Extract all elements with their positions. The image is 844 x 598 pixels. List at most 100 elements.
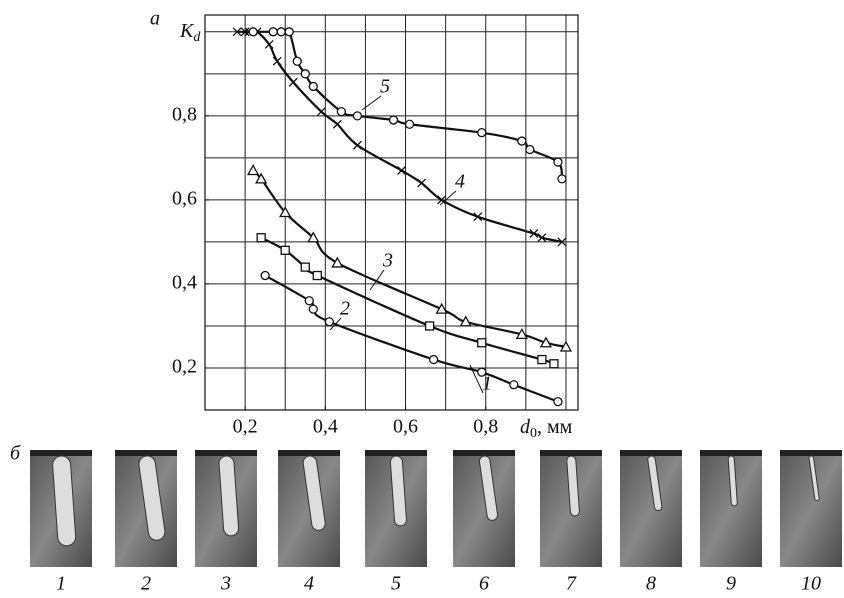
marker <box>549 359 559 369</box>
marker <box>300 69 310 79</box>
y-tick-label: 0,4 <box>172 272 197 294</box>
marker <box>437 195 447 205</box>
y-label-main: K <box>179 20 195 42</box>
label-leader <box>439 190 457 206</box>
photo-edge <box>700 450 762 456</box>
y-tick-label: 0,8 <box>172 103 197 125</box>
marker <box>284 27 294 37</box>
label-leader <box>469 364 484 394</box>
crater <box>302 455 326 531</box>
marker <box>331 256 344 268</box>
photo-label: 9 <box>726 573 736 595</box>
crater <box>389 455 407 527</box>
x-label-main: d <box>520 416 531 438</box>
x-label-sub: 0 <box>530 426 537 441</box>
marker <box>260 270 270 281</box>
x-tick-label: 0,4 <box>313 416 338 438</box>
marker <box>428 354 439 365</box>
marker <box>276 27 286 37</box>
marker <box>352 111 363 121</box>
marker <box>312 270 322 281</box>
photo-label: 7 <box>566 573 577 595</box>
y-tick-label: 0,2 <box>172 356 197 378</box>
photo-edge <box>195 450 257 456</box>
marker <box>539 336 553 348</box>
crater <box>808 455 820 502</box>
photo-label: 2 <box>141 573 151 595</box>
photo-edge <box>620 450 682 456</box>
marker <box>352 140 362 150</box>
marker <box>336 106 347 117</box>
marker <box>232 27 242 37</box>
crater <box>566 455 580 517</box>
marker <box>553 396 563 407</box>
marker <box>515 328 528 340</box>
photo-edge <box>780 450 842 456</box>
marker <box>459 315 472 327</box>
crater <box>52 455 77 547</box>
series-label: 1 <box>482 373 492 395</box>
marker <box>268 27 278 37</box>
marker <box>288 77 298 87</box>
crater <box>647 455 663 512</box>
panel-label: а <box>150 8 160 30</box>
series-label: 5 <box>380 76 390 98</box>
photo-label: 3 <box>220 573 231 595</box>
series-label: 2 <box>340 298 350 320</box>
marker <box>300 262 310 272</box>
marker <box>477 128 487 138</box>
marker <box>292 56 302 66</box>
marker <box>435 302 448 314</box>
photo-edge <box>453 450 515 456</box>
marker <box>477 338 487 348</box>
photo-edge <box>115 450 177 456</box>
marker <box>509 380 519 390</box>
marker <box>537 233 547 243</box>
photo-label: 1 <box>56 573 66 595</box>
marker <box>248 27 258 37</box>
marker <box>308 81 318 92</box>
y-axis-label: Kd <box>179 20 201 46</box>
marker <box>316 107 326 117</box>
x-label-unit: , мм <box>537 416 573 438</box>
photo-label: 5 <box>391 573 401 595</box>
photo-label: 10 <box>801 573 821 595</box>
marker <box>280 245 290 255</box>
marker <box>332 119 342 129</box>
crater <box>727 455 738 507</box>
marker <box>388 115 399 125</box>
marker <box>264 39 274 49</box>
plot-frame <box>204 14 579 411</box>
x-tick-label: 0,6 <box>393 416 418 438</box>
crater <box>138 455 166 541</box>
label-leader <box>361 95 382 111</box>
marker <box>553 157 563 167</box>
y-tick-label: 0,6 <box>172 187 197 209</box>
marker <box>537 354 547 365</box>
marker <box>307 231 320 243</box>
label-leader <box>329 317 342 331</box>
marker <box>517 136 527 146</box>
x-tick-label: 0,8 <box>473 416 498 438</box>
marker <box>559 340 573 352</box>
series-label: 3 <box>382 250 393 272</box>
photo-label: 6 <box>479 573 489 595</box>
label-leader <box>369 269 385 291</box>
marker <box>247 164 260 176</box>
panel-label: б <box>10 443 21 465</box>
crater <box>218 455 240 537</box>
marker <box>304 296 314 306</box>
series-line <box>253 28 564 180</box>
marker <box>557 237 567 247</box>
photo-edge <box>278 450 340 456</box>
marker <box>397 166 406 175</box>
marker <box>557 174 567 184</box>
marker <box>240 27 250 37</box>
series-label: 4 <box>455 171 465 193</box>
marker <box>256 233 266 243</box>
photo-edge <box>365 450 427 456</box>
marker <box>477 367 487 377</box>
marker <box>279 206 292 218</box>
marker <box>324 317 334 327</box>
